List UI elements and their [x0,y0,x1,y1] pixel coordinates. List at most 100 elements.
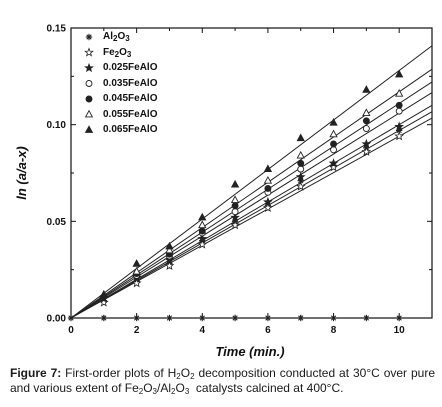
baseline-marker [133,314,140,322]
data-point [395,69,404,78]
x-tick-label: 4 [199,325,205,336]
x-axis-label: Time (min.) [215,344,284,359]
data-point [362,117,370,125]
y-axis: 0.00 0.05 0.10 0.15 [47,24,432,325]
legend-label: 0.035FeAlO [103,78,157,89]
fit-line [70,92,433,319]
data-point [197,239,208,249]
baseline-marker [100,314,108,322]
data-point [330,140,337,148]
data-point [330,146,337,154]
fit-line [70,45,433,319]
x-tick-label: 2 [134,325,140,336]
fit-line [70,111,433,319]
baseline-marker [67,314,75,322]
baseline-marker [199,314,206,322]
data-point [263,196,273,207]
data-point [198,212,207,221]
data-point [197,233,208,243]
baseline-markers [67,314,403,322]
fit-line [70,81,433,319]
legend-marker [84,125,94,133]
data-point [295,171,306,182]
data-point [164,254,175,265]
data-point [230,179,240,188]
y-tick-label: 0.00 [47,314,67,325]
data-point [395,101,403,109]
data-point [329,129,338,138]
legend-label: 0.065FeAlO [103,124,157,135]
baseline-marker [395,314,403,322]
data-point [231,208,239,216]
fit-lines [70,45,433,319]
y-tick-label: 0.15 [47,24,67,35]
baseline-marker [264,314,272,322]
fit-line [70,104,433,319]
data-point [328,162,339,172]
data-point [263,175,273,184]
data-point [361,146,372,156]
data-point [132,266,141,275]
data-point [230,212,240,222]
data-point [131,278,142,288]
figure-caption: Figure 7: First-order plots of H2O2 deco… [10,366,435,396]
legend-label: Fe2O3 [103,47,131,59]
data-point [296,133,305,142]
baseline-marker [166,314,173,322]
data-point [198,220,207,229]
data-point [362,85,371,93]
data-point [329,117,338,126]
data-point [99,290,108,298]
first-order-plot-chart: 0 2 4 6 8 10 0.00 0.05 0.10 0.15 Al2O3 Fe2O3 0.025… [14,24,433,359]
data-point [230,195,240,203]
data-point [295,181,306,191]
data-point [264,185,272,192]
y-tick-label: 0.10 [47,120,67,131]
data-point [328,158,339,168]
x-tick-label: 6 [265,325,271,336]
data-point [132,259,141,267]
data-point [198,227,206,235]
x-tick-label: 10 [394,325,406,336]
data-point [296,150,305,159]
data-point [361,138,372,149]
data-point [98,297,109,307]
baseline-marker [330,314,337,322]
data-point [297,159,305,167]
data-point [362,108,371,116]
legend-label: 0.025FeAlO [103,62,157,73]
data-point [230,220,240,230]
data-point [395,107,403,115]
legend-marker [84,109,94,118]
baseline-marker [363,314,370,322]
legend-label: 0.055FeAlO [103,109,157,120]
fit-line [70,117,433,319]
data-point [165,241,174,250]
data-point [394,131,405,141]
legend-marker [85,95,93,103]
baseline-marker [297,314,304,322]
data-point [231,202,239,210]
legend-marker [84,47,94,57]
caption-label: Figure 7: [10,366,62,380]
y-axis-label: ln (a/a-x) [14,146,29,199]
data-point [164,260,175,270]
caption-text: First-order plots of H2O2 decomposition … [10,366,435,396]
legend-marker [84,62,94,73]
data-point [165,245,174,254]
fit-line [70,68,433,319]
data-markers [67,69,405,322]
baseline-marker [231,314,239,322]
legend: Al2O3 Fe2O3 0.025FeAlO 0.035FeAlO 0.045FeAlO… [84,31,157,135]
legend-marker [85,33,93,41]
x-tick-label: 0 [68,325,74,336]
legend-marker [85,80,93,87]
data-point [297,165,305,173]
legend-label: Al2O3 [103,31,130,43]
data-point [362,125,370,132]
data-point [394,121,405,131]
x-tick-label: 8 [331,325,337,336]
data-point [263,202,273,212]
data-point [263,164,273,173]
data-point [395,88,404,97]
